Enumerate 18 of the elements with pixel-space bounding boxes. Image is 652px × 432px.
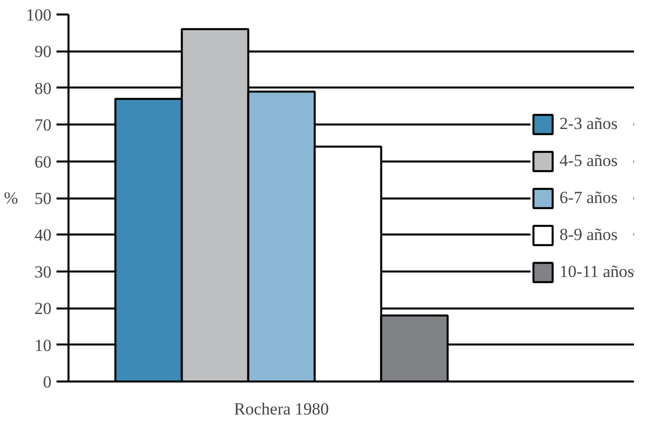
y-tick-label: 70 xyxy=(34,116,52,135)
y-tick-label: 90 xyxy=(34,42,52,62)
legend-label: 4-5 años xyxy=(560,150,618,170)
y-tick-label: 50 xyxy=(34,189,52,208)
y-tick-label: 40 xyxy=(34,226,52,245)
y-tick-label: 30 xyxy=(34,262,52,282)
y-tick-label: 100 xyxy=(26,6,52,24)
y-tick-label: 60 xyxy=(34,152,52,172)
y-axis-title: % xyxy=(4,188,18,208)
legend-label: 10-11 años xyxy=(560,262,634,282)
y-tick-label: 20 xyxy=(34,299,52,318)
legend-label: 6-7 años xyxy=(560,188,618,208)
legend-label: 8-9 años xyxy=(560,224,618,244)
x-tick-label: Rochera 1980 xyxy=(234,400,329,418)
y-tick-label: 80 xyxy=(34,78,52,98)
legend-label: 2-3 años xyxy=(560,114,618,134)
y-tick-label: 0 xyxy=(43,372,52,392)
y-tick-label: 10 xyxy=(34,336,52,355)
